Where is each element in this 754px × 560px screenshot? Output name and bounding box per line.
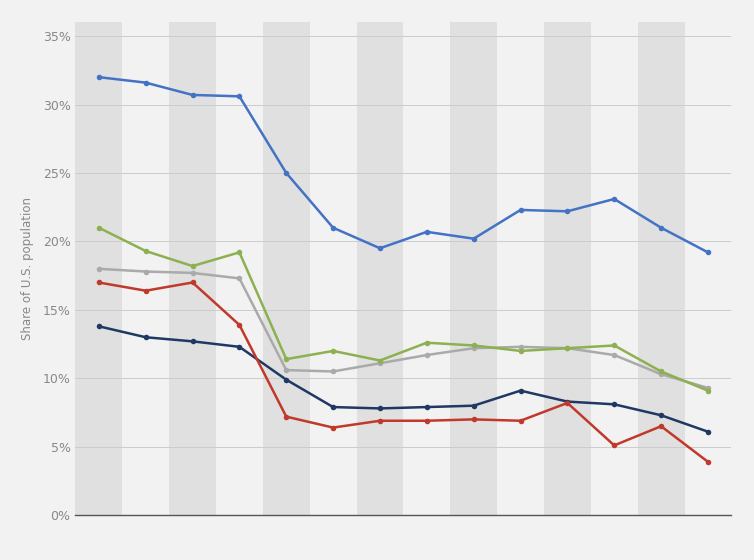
- Bar: [75, 22, 122, 515]
- Bar: [544, 22, 591, 515]
- Bar: [169, 22, 216, 515]
- Bar: [638, 22, 685, 515]
- Bar: [357, 22, 403, 515]
- Bar: [263, 22, 310, 515]
- Bar: [450, 22, 497, 515]
- Y-axis label: Share of U.S. population: Share of U.S. population: [21, 197, 35, 340]
